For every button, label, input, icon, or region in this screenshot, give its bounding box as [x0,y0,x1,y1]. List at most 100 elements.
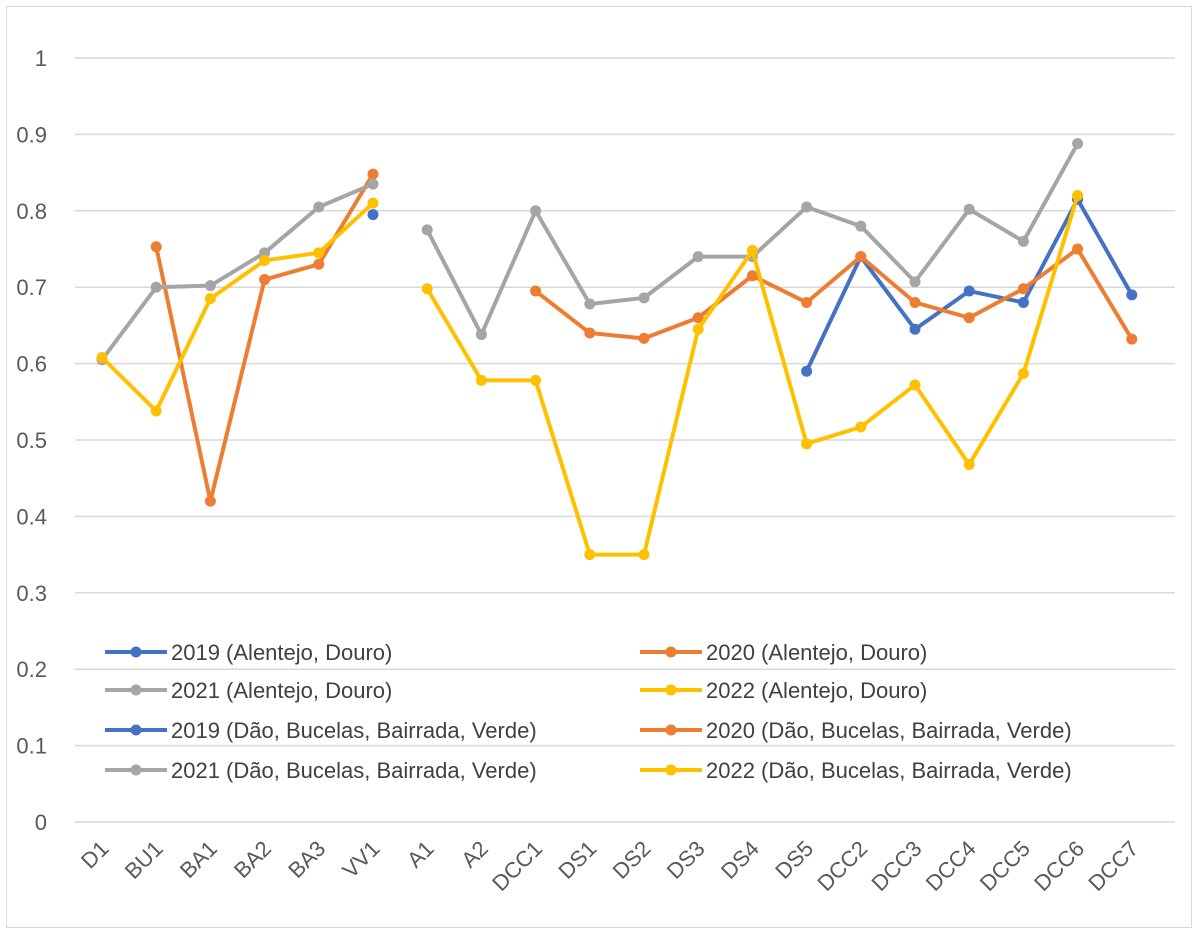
series-line [154,173,375,504]
data-point [801,438,813,450]
data-point [909,296,921,308]
legend-marker [665,724,677,736]
x-tick-label: DS3 [662,836,710,884]
data-point [746,245,758,257]
y-tick-label: 0.9 [16,122,47,147]
data-point [855,251,867,263]
series-line [534,247,1134,341]
x-tick-label: DS1 [553,836,601,884]
data-point [367,168,379,180]
data-point [855,220,867,232]
legend-marker [665,646,677,658]
legend: 2019 (Alentejo, Douro) 2020 (Alentejo, Do… [105,640,1072,783]
data-point [692,323,704,335]
x-tick-label: BA2 [229,836,276,883]
data-point [801,201,813,213]
x-tick-label: A1 [402,836,439,873]
x-tick-label: DCC4 [921,836,981,896]
legend-label: 2019 (Dão, Bucelas, Bairrada, Verde) [171,718,537,743]
data-point [692,251,704,263]
legend-label: 2019 (Alentejo, Douro) [171,640,392,665]
data-point [204,293,216,305]
legend-label: 2022 (Alentejo, Douro) [706,678,927,703]
data-point [963,312,975,324]
legend-label: 2021 (Dão, Bucelas, Bairrada, Verde) [171,758,537,783]
series-2 [530,243,1138,345]
legend-item: 2022 (Alentejo, Douro) [640,678,927,703]
legend-item: 2021 (Dão, Bucelas, Bairrada, Verde) [105,758,537,783]
data-point [801,296,813,308]
data-point [530,285,542,297]
data-point [801,365,813,377]
y-tick-label: 0.6 [16,352,47,377]
x-tick-label: BA3 [283,836,330,883]
legend-label: 2020 (Dão, Bucelas, Bairrada, Verde) [706,718,1072,743]
data-point [963,285,975,297]
data-point [150,405,162,417]
y-tick-label: 0.4 [16,504,47,529]
data-point [259,254,271,266]
y-tick-label: 0.7 [16,275,47,300]
data-point [638,332,650,344]
series-lines [96,138,1138,561]
data-point [692,312,704,324]
data-point [638,292,650,304]
data-point [584,549,596,561]
x-tick-label: DCC1 [487,836,547,896]
legend-marker [130,684,142,696]
data-point [1017,235,1029,247]
series-line [100,182,374,361]
legend-label: 2022 (Dão, Bucelas, Bairrada, Verde) [706,758,1072,783]
gridlines [75,57,1175,823]
x-tick-label: DCC7 [1083,836,1143,896]
series-8 [96,197,379,417]
data-point [150,281,162,293]
data-point [909,379,921,391]
x-tick-label: VV1 [337,836,384,883]
data-point [367,209,379,221]
data-point [259,247,271,259]
legend-label: 2020 (Alentejo, Douro) [706,640,927,665]
data-point [584,327,596,339]
data-point [313,247,325,259]
y-tick-label: 0.1 [16,734,47,759]
x-tick-label: BU1 [120,836,168,884]
data-point [421,224,433,236]
data-point [1017,296,1029,308]
legend-marker [130,764,142,776]
data-point [313,201,325,213]
data-point [259,274,271,286]
series-line [100,201,375,413]
data-point [1017,368,1029,380]
data-point [963,458,975,470]
series-5 [367,209,379,221]
legend-item: 2021 (Alentejo, Douro) [105,678,392,703]
data-point [367,197,379,209]
legend-item: 2020 (Dão, Bucelas, Bairrada, Verde) [640,718,1072,743]
data-point [909,276,921,288]
data-point [1072,243,1084,255]
data-point [96,351,108,363]
legend-item: 2022 (Dão, Bucelas, Bairrada, Verde) [640,758,1072,783]
data-point [909,323,921,335]
y-axis-tick-labels: 0 0.1 0.2 0.3 0.4 0.5 0.6 0.7 0.8 0.9 1 [16,46,47,835]
data-point [1072,190,1084,202]
x-tick-label: BA1 [175,836,222,883]
legend-label: 2021 (Alentejo, Douro) [171,678,392,703]
data-point [475,374,487,386]
data-point [1126,333,1138,345]
legend-marker [665,764,677,776]
y-tick-label: 0.2 [16,657,47,682]
x-tick-label: DS4 [716,836,764,884]
x-tick-label: DCC2 [812,836,872,896]
x-tick-label: DCC6 [1029,836,1089,896]
y-tick-label: 0.3 [16,581,47,606]
data-point [855,421,867,433]
x-tick-label: D1 [76,836,114,874]
data-point [530,374,542,386]
data-point [313,258,325,270]
data-point [638,549,650,561]
data-point [150,241,162,253]
data-point [475,329,487,341]
